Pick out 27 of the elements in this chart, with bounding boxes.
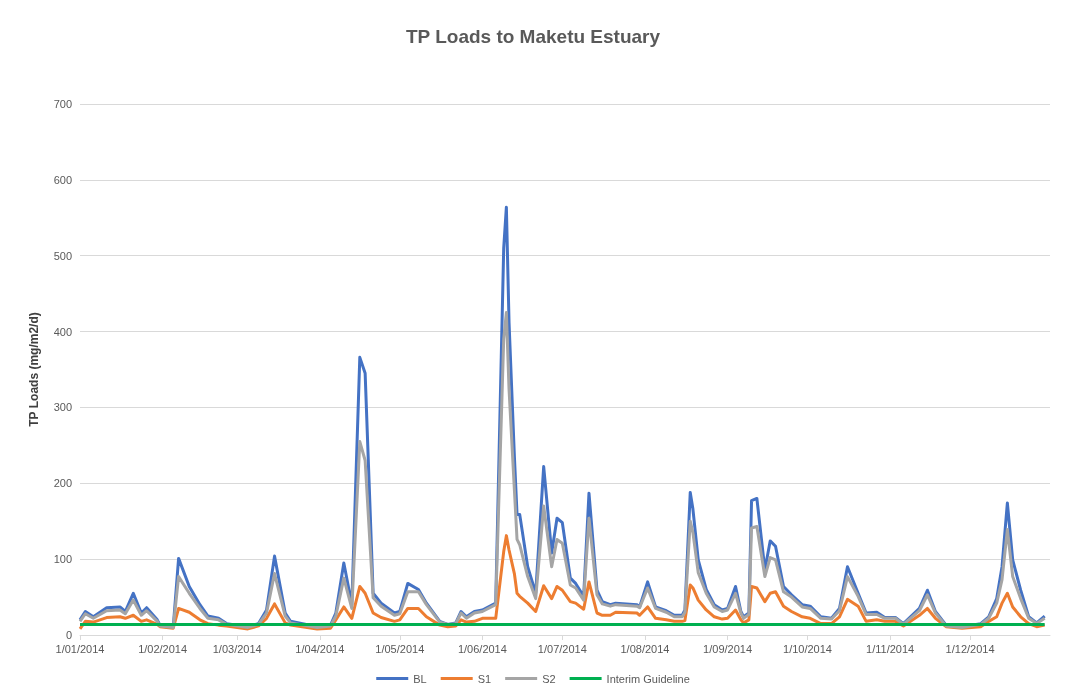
x-tick-label: 1/06/2014 <box>457 642 507 655</box>
x-tick-label: 1/04/2014 <box>295 642 345 655</box>
legend-label: S1 <box>477 672 492 685</box>
chart-title: TP Loads to Maketu Estuary <box>405 26 661 47</box>
y-tick-label: 300 <box>53 401 72 414</box>
y-tick-label: 700 <box>53 98 72 110</box>
y-tick-label: 400 <box>53 325 72 338</box>
y-axis-title: TP Loads (mg/m2/d) <box>27 312 41 427</box>
legend-label: BL <box>413 672 427 685</box>
legend-label: S2 <box>542 672 556 685</box>
x-tick-label: 1/02/2014 <box>138 642 188 655</box>
y-tick-label: 200 <box>53 477 72 490</box>
x-tick-label: 1/11/2014 <box>866 642 915 655</box>
x-tick-label: 1/07/2014 <box>537 642 587 655</box>
y-tick-label: 100 <box>53 553 72 566</box>
y-tick-label: 600 <box>53 173 72 186</box>
x-tick-label: 1/12/2014 <box>945 642 995 655</box>
x-tick-label: 1/03/2014 <box>212 642 262 655</box>
x-tick-label: 1/10/2014 <box>783 642 832 655</box>
x-tick-label: 1/08/2014 <box>620 642 670 655</box>
legend-label: Interim Guideline <box>606 672 690 685</box>
x-tick-label: 1/09/2014 <box>703 642 753 655</box>
y-tick-label: 500 <box>53 249 72 262</box>
x-tick-label: 1/01/2014 <box>55 642 105 655</box>
x-tick-label: 1/05/2014 <box>375 642 425 655</box>
line-series <box>78 311 1047 629</box>
y-tick-label: 0 <box>65 629 72 641</box>
